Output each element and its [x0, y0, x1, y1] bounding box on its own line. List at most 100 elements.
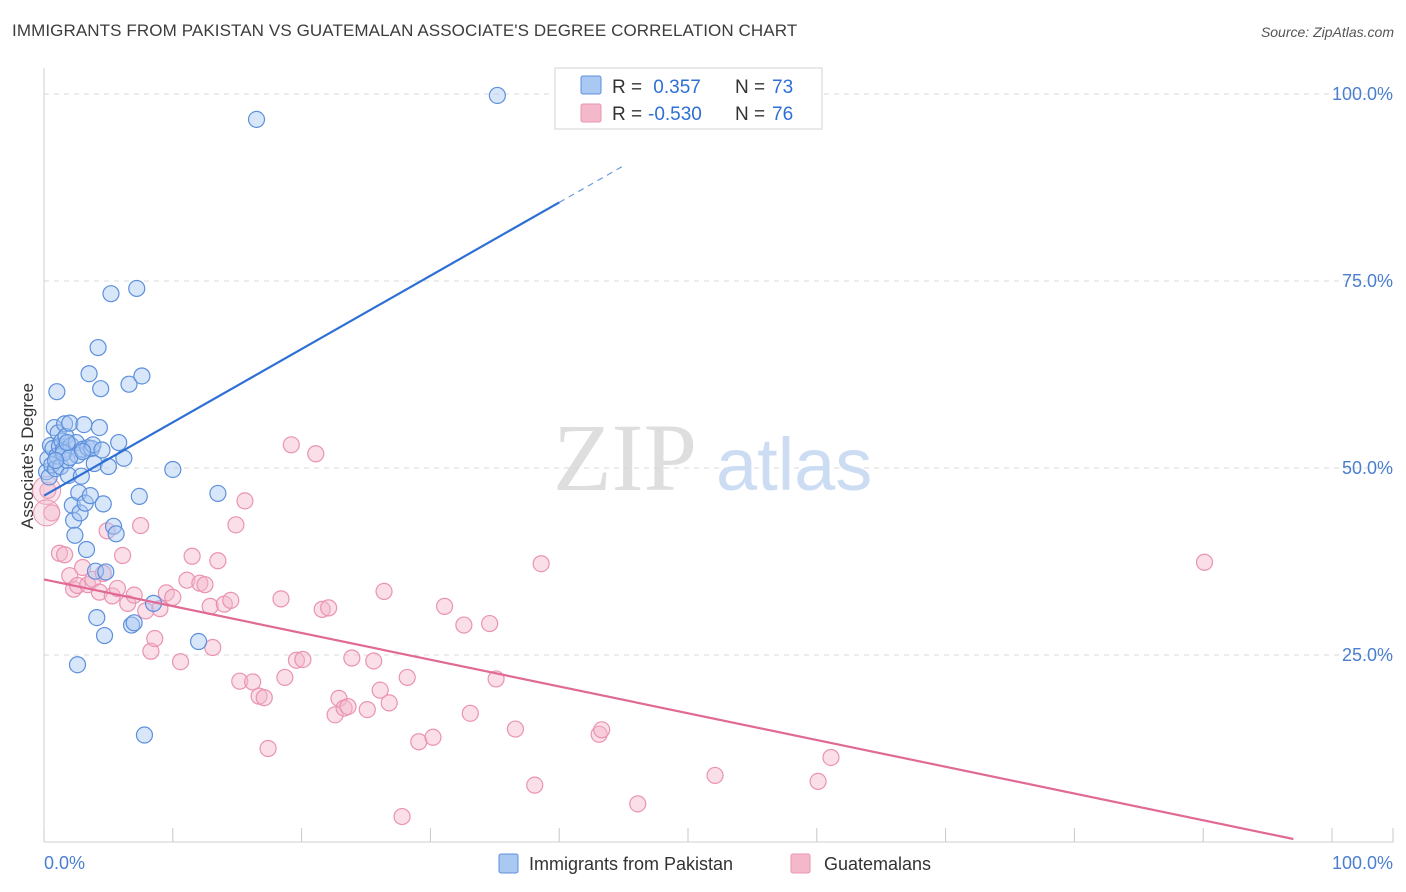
guatemalans-point-49 [320, 599, 338, 617]
pakistan-point-72 [46, 451, 65, 470]
pakistan-point-46 [95, 626, 114, 645]
y-tick-labels: 25.0% 50.0% 75.0% 100.0% [1332, 84, 1393, 665]
guatemalans-point-18 [132, 516, 150, 535]
legend-n-value-pink: 76 [772, 104, 793, 125]
pakistan-point-19 [61, 414, 79, 432]
guatemalans-point-3 [56, 546, 74, 564]
guatemalans-point-29 [196, 576, 214, 594]
guatemalans-point-21 [146, 629, 164, 648]
guatemalans-point-24 [164, 588, 182, 606]
pakistan-point-62 [164, 460, 182, 479]
guatemalans-point-15 [113, 546, 132, 565]
pakistan-point-67 [488, 86, 506, 105]
legend-n-value-blue: 73 [772, 77, 793, 98]
legend-r-label-pink: R = [612, 104, 642, 125]
chart-source: Source: ZipAtlas.com [1260, 24, 1394, 40]
pakistan-point-30 [75, 415, 93, 434]
pakistan-point-37 [84, 436, 102, 454]
guatemalans-point-25 [171, 653, 190, 671]
series-legend-label-pakistan: Immigrants from Pakistan [529, 854, 733, 874]
pakistan-point-51 [107, 525, 125, 543]
guatemalans-point-65 [455, 616, 473, 634]
pakistan-point-35 [81, 487, 99, 505]
pakistan-point-64 [209, 484, 227, 503]
guatemalans-point-36 [231, 672, 249, 690]
guatemalans-point-62 [410, 733, 428, 751]
guatemalans-point-26 [178, 571, 196, 589]
pakistan-point-55 [122, 616, 141, 634]
guatemalans-trend-line [43, 578, 1294, 841]
legend-swatch-pink [580, 103, 602, 123]
pakistan-point-59 [133, 367, 151, 385]
pakistan-point-47 [97, 563, 115, 581]
legend-r-label-blue: R = [612, 77, 642, 98]
legend-r-value-pink: -0.530 [648, 104, 702, 125]
legend-r-value-blue: 0.357 [648, 77, 701, 98]
watermark-atlas: atlas [716, 423, 872, 506]
pakistan-point-65 [68, 656, 87, 674]
guatemalans-point-64 [435, 597, 454, 615]
pakistan-point-34 [80, 365, 98, 383]
pakistan-point-71 [58, 433, 76, 452]
guatemalans-point-54 [343, 649, 361, 667]
x-tick-labels: 0.0% 100.0% [44, 853, 1393, 873]
pakistan-point-70 [74, 442, 92, 461]
pakistan-trend-extension [558, 165, 624, 203]
pakistan-points [37, 86, 506, 744]
pakistan-point-43 [92, 380, 110, 398]
x-tick-label-1: 100.0% [1332, 853, 1393, 873]
guatemalans-point-32 [209, 552, 227, 570]
guatemalans-point-50 [326, 706, 344, 724]
legend-n-label-pink: N = [735, 104, 765, 125]
legend-n-label-blue: N = [735, 77, 765, 98]
guatemalans-point-74 [629, 795, 647, 813]
guatemalans-point-0 [39, 481, 57, 500]
y-tick-label-3: 100.0% [1332, 84, 1393, 104]
guatemalans-point-70 [526, 776, 544, 794]
guatemalans-point-27 [183, 547, 201, 565]
series-legend-swatch-pakistan [498, 853, 519, 874]
pakistan-trend-line [43, 201, 560, 497]
y-tick-label-0: 25.0% [1342, 645, 1393, 665]
correlation-legend: R = 0.357 N = 73 R = -0.530 N = 76 [554, 67, 823, 130]
series-legend-swatch-guatemalans [790, 853, 811, 874]
guatemalans-point-48 [313, 600, 331, 618]
pakistan-point-44 [93, 441, 111, 459]
x-tick-label-0: 0.0% [44, 853, 85, 873]
guatemalans-point-14 [108, 579, 127, 598]
y-tick-label-2: 75.0% [1342, 271, 1393, 291]
guatemalans-point-37 [236, 492, 254, 510]
guatemalans-point-41 [259, 739, 277, 758]
guatemalans-point-73 [593, 721, 611, 739]
guatemalans-point-61 [398, 668, 416, 687]
pakistan-point-16 [57, 427, 75, 446]
y-axis-title: Associate's Degree [18, 383, 37, 529]
guatemalans-point-77 [822, 748, 840, 767]
guatemalans-point-57 [371, 681, 389, 699]
guatemalans-point-72 [590, 725, 608, 743]
legend-swatch-blue [580, 75, 602, 95]
guatemalans-point-43 [276, 668, 294, 687]
guatemalans-point-78 [1195, 553, 1214, 571]
pakistan-point-42 [90, 418, 108, 437]
guatemalans-point-40 [255, 689, 273, 707]
pakistan-point-27 [71, 504, 89, 522]
guatemalans-point-75 [706, 766, 724, 785]
guatemalans-point-60 [393, 807, 411, 826]
pakistan-point-54 [120, 375, 138, 393]
pakistan-point-58 [130, 487, 148, 506]
series-legend-label-guatemalans: Guatemalans [824, 854, 931, 874]
guatemalans-point-35 [227, 516, 245, 534]
x-axis-ticks [43, 828, 1394, 842]
guatemalans-point-71 [532, 555, 550, 573]
guatemalans-point-58 [375, 582, 393, 601]
guatemalans-point-76 [809, 772, 827, 791]
guatemalans-point-56 [365, 652, 383, 670]
pakistan-point-56 [125, 614, 143, 632]
guatemalans-point-34 [222, 591, 240, 609]
pakistan-point-8 [48, 383, 66, 401]
pakistan-point-60 [135, 726, 154, 744]
guatemalans-point-53 [339, 698, 357, 716]
pakistan-point-23 [66, 526, 84, 544]
